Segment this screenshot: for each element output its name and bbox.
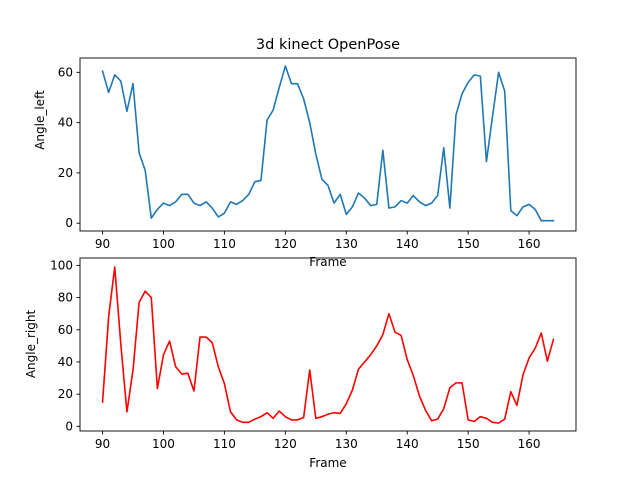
subplot-angle-left: 3d kinect OpenPose Angle_left Frame 90 10… [33, 37, 577, 269]
y-tick-label: 20 [58, 166, 73, 180]
x-tick-label: 120 [274, 237, 297, 251]
x-axis-label-top: Frame [309, 255, 346, 269]
y-axis-label-left: Angle_left [33, 90, 47, 150]
y-tick-label: 80 [58, 291, 73, 305]
x-tick-label: 150 [457, 437, 480, 451]
x-tick-label: 160 [518, 437, 541, 451]
chart-title: 3d kinect OpenPose [256, 37, 400, 53]
y-tick-label: 20 [58, 387, 73, 401]
x-tick-label: 140 [396, 437, 419, 451]
x-tick-label: 120 [274, 437, 297, 451]
x-tick-label: 90 [95, 237, 110, 251]
x-tick-label: 100 [152, 437, 175, 451]
y-tick-label: 60 [58, 65, 73, 79]
y-tick-label: 40 [58, 355, 73, 369]
y-axis-label-right: Angle_right [24, 310, 38, 379]
axes-frame-bottom [79, 257, 577, 432]
y-tick-label: 60 [58, 323, 73, 337]
series-angle-right [101, 266, 555, 424]
y-tick-label: 100 [50, 258, 73, 272]
x-tick-label: 110 [213, 437, 236, 451]
x-tick-label: 130 [335, 237, 358, 251]
axis-ticks-bottom: 90 100 110 120 130 140 150 160 0 20 40 60 80 100 [50, 258, 540, 451]
x-axis-label-bottom: Frame [309, 456, 346, 470]
y-tick-label: 0 [65, 419, 73, 433]
x-tick-label: 160 [518, 237, 541, 251]
series-angle-left [101, 65, 555, 222]
x-tick-label: 140 [396, 237, 419, 251]
x-tick-label: 110 [213, 237, 236, 251]
subplot-angle-right: Angle_right Frame 90 100 110 120 130 140 150 16… [24, 257, 577, 470]
axis-ticks-top: 90 100 110 120 130 140 150 160 0 20 40 60 [58, 65, 541, 251]
x-tick-label: 90 [95, 437, 110, 451]
x-tick-label: 150 [457, 237, 480, 251]
y-tick-label: 40 [58, 116, 73, 130]
x-tick-label: 130 [335, 437, 358, 451]
y-tick-label: 0 [65, 216, 73, 230]
axes-frame-top [79, 57, 577, 232]
x-tick-label: 100 [152, 237, 175, 251]
